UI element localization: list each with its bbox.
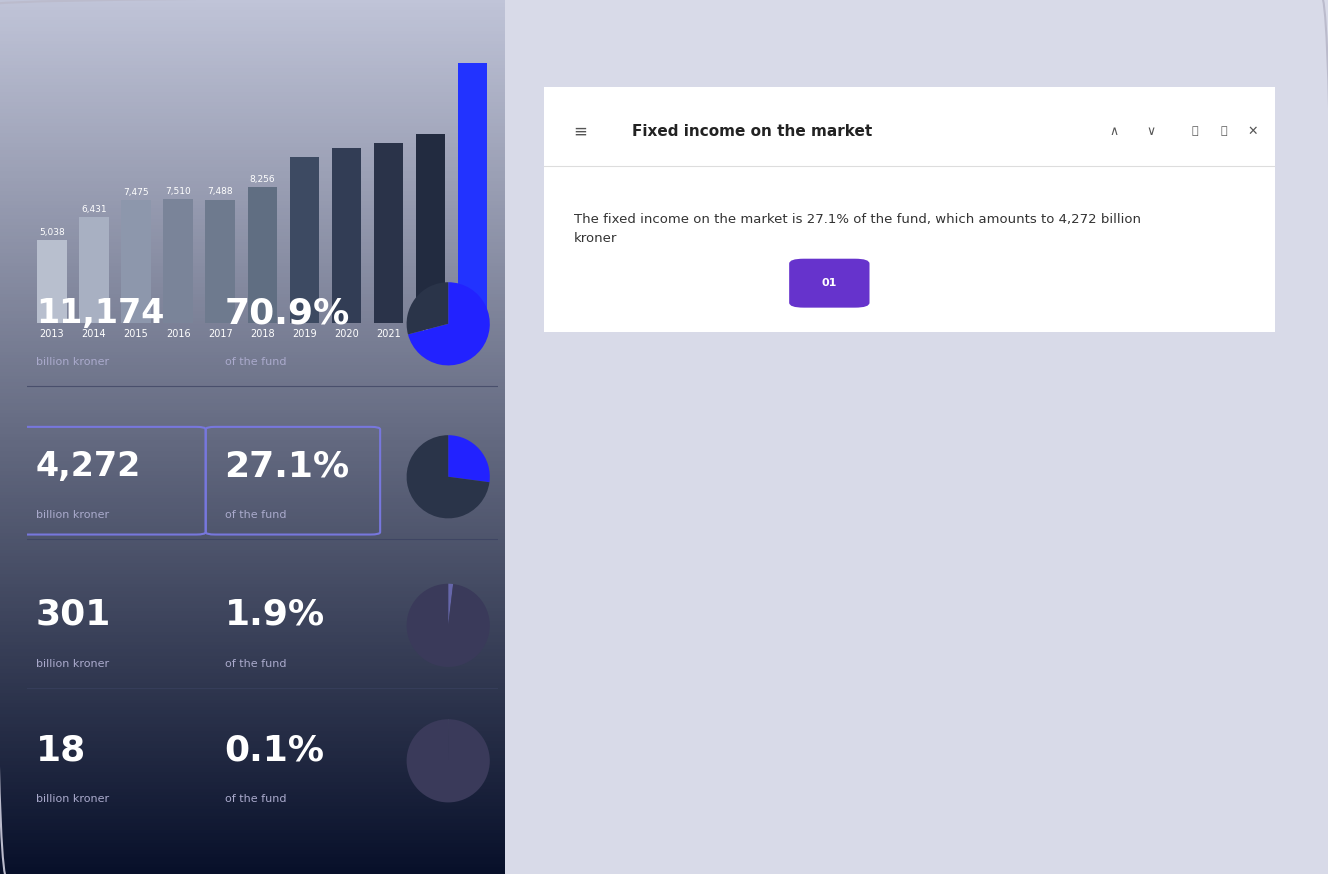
Text: billion kroner: billion kroner [36, 510, 109, 520]
Text: ∧: ∧ [1110, 125, 1118, 138]
Wedge shape [448, 584, 453, 626]
Wedge shape [408, 282, 490, 365]
Text: 0.1%: 0.1% [224, 733, 324, 767]
Bar [290, 156, 319, 323]
Bar [458, 63, 487, 323]
Text: 11,174: 11,174 [36, 296, 165, 329]
Text: Fixed income on the market: Fixed income on the market [632, 124, 872, 139]
Text: 301: 301 [36, 598, 112, 632]
Text: of the fund: of the fund [224, 658, 286, 669]
Text: ✕: ✕ [1248, 125, 1258, 138]
FancyBboxPatch shape [530, 82, 1289, 337]
Text: of the fund: of the fund [224, 357, 286, 367]
Text: ≡: ≡ [574, 122, 587, 141]
Bar [332, 149, 361, 323]
Text: 8,256: 8,256 [250, 175, 275, 184]
Text: 70.9%: 70.9% [224, 296, 349, 330]
Bar [206, 200, 235, 323]
Text: of the fund: of the fund [224, 794, 286, 804]
Text: of the fund: of the fund [224, 510, 286, 520]
Bar [247, 187, 278, 323]
Wedge shape [448, 435, 490, 482]
Text: 01: 01 [822, 278, 837, 288]
Wedge shape [406, 584, 490, 667]
Bar [121, 200, 151, 323]
Bar [163, 199, 193, 323]
Text: 18: 18 [36, 733, 86, 767]
Text: 👎: 👎 [1220, 127, 1227, 136]
Bar [416, 134, 445, 323]
Text: 1.9%: 1.9% [224, 598, 324, 632]
Text: 4,272: 4,272 [36, 449, 141, 482]
Text: 5,038: 5,038 [39, 228, 65, 237]
Text: 7,475: 7,475 [124, 188, 149, 197]
Text: 27.1%: 27.1% [224, 449, 349, 483]
Wedge shape [406, 719, 490, 802]
Text: 7,488: 7,488 [207, 187, 232, 197]
Text: 7,510: 7,510 [165, 187, 191, 196]
Text: billion kroner: billion kroner [36, 658, 109, 669]
Wedge shape [406, 282, 449, 335]
Text: 👍: 👍 [1191, 127, 1198, 136]
Text: 6,431: 6,431 [81, 205, 106, 214]
Wedge shape [406, 435, 490, 518]
Bar [80, 218, 109, 323]
Text: billion kroner: billion kroner [36, 357, 109, 367]
Text: billion kroner: billion kroner [36, 794, 109, 804]
Bar [373, 143, 404, 323]
Text: The fixed income on the market is 27.1% of the fund, which amounts to 4,272 bill: The fixed income on the market is 27.1% … [574, 213, 1141, 246]
Text: ∨: ∨ [1146, 125, 1155, 138]
Bar [37, 240, 66, 323]
FancyBboxPatch shape [789, 259, 870, 308]
